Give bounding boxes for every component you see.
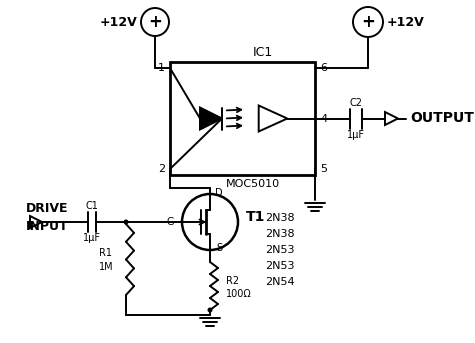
- Text: D: D: [215, 188, 223, 198]
- Text: +: +: [361, 13, 375, 31]
- Text: +: +: [148, 13, 162, 31]
- Text: 5: 5: [320, 164, 327, 174]
- Text: 6: 6: [320, 63, 327, 73]
- Text: T1: T1: [246, 210, 266, 224]
- Text: C2: C2: [350, 97, 362, 107]
- Text: DRIVE: DRIVE: [26, 201, 68, 214]
- Text: IC1: IC1: [252, 46, 273, 59]
- Polygon shape: [259, 106, 287, 131]
- Text: 1μF: 1μF: [83, 233, 101, 243]
- Text: +12V: +12V: [99, 15, 137, 28]
- Polygon shape: [200, 107, 222, 130]
- Text: 2N54: 2N54: [265, 277, 294, 287]
- Text: S: S: [216, 243, 222, 253]
- Text: G: G: [167, 217, 174, 227]
- Text: R1: R1: [99, 248, 113, 259]
- Circle shape: [208, 308, 212, 312]
- Text: 2N53: 2N53: [265, 261, 294, 271]
- Polygon shape: [385, 112, 398, 125]
- Text: OUTPUT: OUTPUT: [410, 111, 474, 126]
- Circle shape: [124, 220, 129, 225]
- Text: 2N38: 2N38: [265, 213, 294, 223]
- Text: MOC5010: MOC5010: [226, 179, 280, 189]
- Text: INPUT: INPUT: [26, 220, 68, 233]
- Text: +12V: +12V: [387, 15, 425, 28]
- Text: 2N38: 2N38: [265, 229, 294, 239]
- Text: 1μF: 1μF: [347, 130, 365, 141]
- Text: 1M: 1M: [99, 261, 114, 272]
- Polygon shape: [30, 216, 42, 228]
- Text: 1: 1: [158, 63, 165, 73]
- Text: 4: 4: [320, 114, 327, 123]
- Text: 2N53: 2N53: [265, 245, 294, 255]
- Bar: [170, 62, 315, 175]
- Text: 2: 2: [158, 164, 165, 174]
- Text: R2: R2: [226, 276, 239, 286]
- Text: C1: C1: [86, 201, 98, 211]
- Text: 100Ω: 100Ω: [226, 289, 252, 299]
